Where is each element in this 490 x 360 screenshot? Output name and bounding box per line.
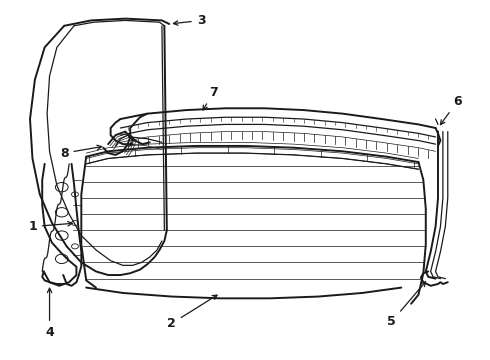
Text: 5: 5 bbox=[387, 282, 425, 328]
Text: 4: 4 bbox=[45, 288, 54, 339]
Text: 3: 3 bbox=[173, 14, 205, 27]
Text: 2: 2 bbox=[167, 295, 217, 330]
Text: 1: 1 bbox=[28, 220, 72, 233]
Text: 8: 8 bbox=[60, 145, 101, 159]
Text: 7: 7 bbox=[203, 86, 218, 110]
Text: 6: 6 bbox=[441, 95, 462, 125]
